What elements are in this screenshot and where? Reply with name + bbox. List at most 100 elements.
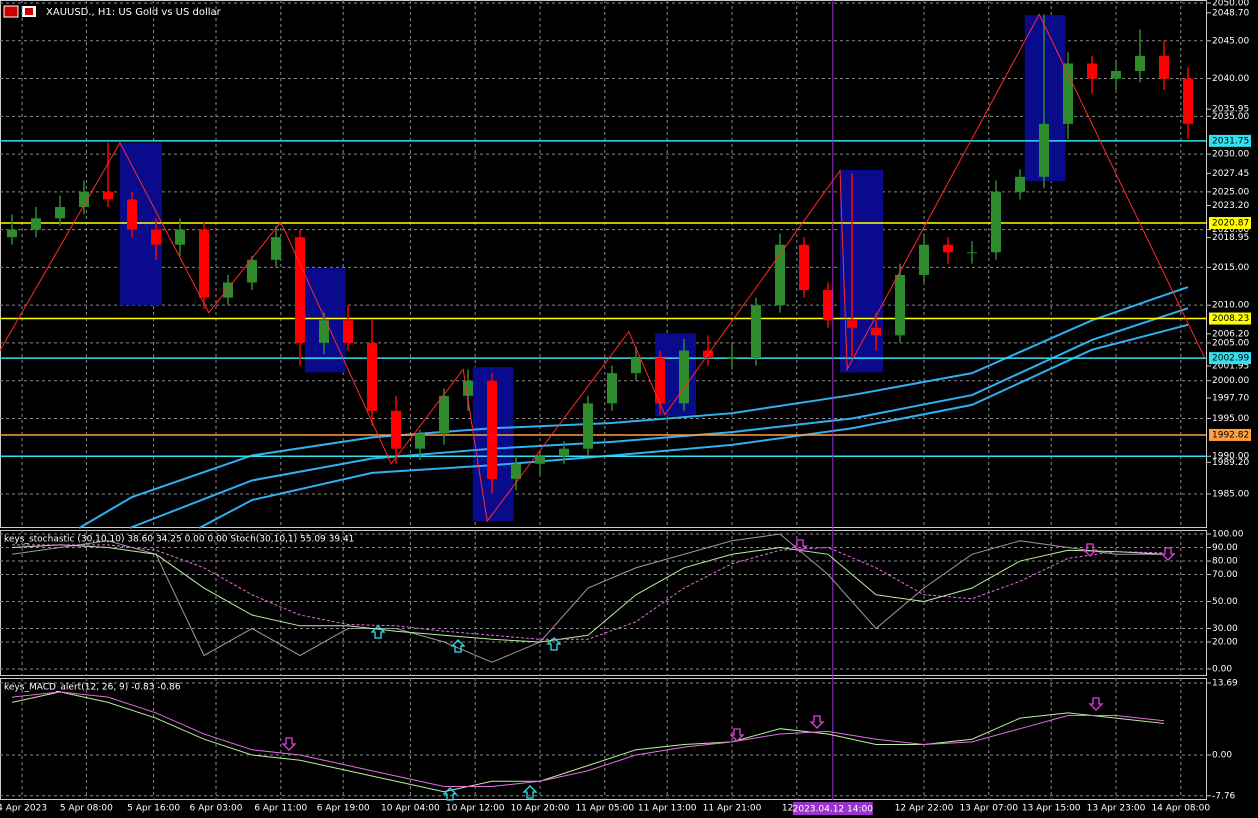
level-label: 1992.82: [1212, 430, 1249, 440]
candle-body: [1087, 63, 1097, 79]
x-tick-label: 11 Apr 21:00: [703, 804, 762, 814]
y-tick-label: 50.00: [1212, 597, 1238, 607]
candle-body: [1015, 176, 1025, 192]
y-tick-label: 70.00: [1212, 570, 1238, 580]
zigzag: [0, 13, 1206, 523]
buy-arrow: [522, 785, 538, 799]
candle-body: [295, 237, 305, 343]
sell-arrow: [281, 737, 297, 751]
candle-body: [31, 218, 41, 230]
x-tick-label: 6 Apr 11:00: [254, 804, 307, 814]
candle-body: [799, 244, 809, 291]
buy-arrow: [450, 639, 466, 653]
x-tick-label: 4 Apr 2023: [0, 804, 47, 814]
y-tick-label: 2006.20: [1212, 329, 1249, 339]
candle-body: [199, 229, 209, 298]
sell-arrow: [809, 715, 825, 729]
candle-body: [7, 229, 17, 238]
moving-average: [198, 323, 1189, 529]
y-tick-label: 2000.00: [1212, 376, 1249, 386]
candle-body: [511, 463, 521, 479]
candle-body: [1183, 78, 1193, 124]
buy-arrow: [546, 637, 562, 651]
x-tick-label: 5 Apr 16:00: [127, 804, 180, 814]
panel-title: keys_stochastic (30,10,10) 38.60 34.25 0…: [4, 535, 354, 545]
buy-arrow: [442, 787, 458, 801]
candle-body: [847, 320, 857, 328]
candle-body: [1063, 63, 1073, 124]
candle-body: [55, 206, 65, 219]
x-tick-label: 13 Apr 07:00: [959, 804, 1018, 814]
candle-body: [895, 274, 905, 336]
candle-body: [463, 380, 473, 396]
y-tick-label: 2005.00: [1212, 338, 1249, 348]
candle-body: [631, 358, 641, 374]
indicator-line: [12, 544, 1165, 640]
sell-arrow: [729, 728, 745, 742]
y-tick-label: 2023.20: [1212, 201, 1249, 211]
level-box: [1209, 134, 1251, 147]
y-tick-label: 2025.00: [1212, 187, 1249, 197]
y-tick-label: 2050.00: [1212, 0, 1249, 9]
x-tick-label: 10 Apr 20:00: [511, 804, 570, 814]
x-tick-label: 13 Apr 15:00: [1022, 804, 1081, 814]
candle-body: [103, 191, 113, 200]
panel-frame: [0, 678, 1207, 800]
indicator-line: [11, 544, 1165, 643]
candle-body: [487, 380, 497, 479]
level-label: 2031.75: [1212, 136, 1249, 146]
candle-body: [871, 327, 881, 336]
candle-body: [1039, 123, 1049, 177]
sell-arrow: [1160, 547, 1176, 561]
crosshair-box: [792, 802, 873, 815]
candle-body: [1159, 55, 1169, 79]
candle-body: [775, 244, 785, 306]
candle-body: [655, 358, 665, 404]
symbol-icons: [3, 5, 36, 18]
candle-body: [247, 259, 257, 283]
moving-average: [78, 286, 1189, 529]
indicator-line: [11, 691, 1165, 793]
candle-body: [271, 237, 281, 260]
y-tick-label: 13.69: [1212, 678, 1238, 688]
candle-body: [919, 244, 929, 275]
y-tick-label: 0.00: [1212, 750, 1232, 760]
candle-body: [991, 191, 1001, 253]
x-tick-label: 11 Apr 05:00: [575, 804, 634, 814]
y-tick-label: 2027.45: [1212, 169, 1249, 179]
y-tick-label: 80.00: [1212, 557, 1238, 567]
y-tick-label: 2010.00: [1212, 301, 1249, 311]
candle-body: [559, 448, 569, 457]
symbol-title: XAUUSD., H1: US Gold vs US dollar: [46, 7, 222, 18]
candle-body: [943, 244, 953, 253]
y-tick-label: 2030.00: [1212, 150, 1249, 160]
x-tick-label: 14 Apr 08:00: [1151, 804, 1210, 814]
y-tick-label: 2020.00: [1212, 225, 1249, 235]
y-tick-label: 2018.95: [1212, 233, 1249, 243]
x-tick-label: 10 Apr 12:00: [446, 804, 505, 814]
candle-body: [823, 290, 833, 321]
level-label: 2008.23: [1212, 314, 1249, 324]
candle-body: [439, 395, 449, 434]
y-tick-label: 2001.95: [1212, 361, 1249, 371]
candle-body: [727, 358, 737, 360]
y-tick-label: 2040.00: [1212, 74, 1249, 84]
y-tick-label: 1995.00: [1212, 414, 1249, 424]
candle-body: [319, 320, 329, 343]
candle-body: [1135, 55, 1145, 72]
indicator-line: [11, 691, 1165, 788]
x-tick-label: 6 Apr 19:00: [317, 804, 370, 814]
y-tick-label: 1997.70: [1212, 394, 1249, 404]
x-tick-label: 13 Apr 23:00: [1087, 804, 1146, 814]
y-tick-label: 2015.00: [1212, 263, 1249, 273]
y-tick-label: 2035.95: [1212, 105, 1249, 115]
candle-body: [151, 229, 161, 245]
crosshair-label: 2023.04.12 14:00: [793, 805, 874, 815]
candle-body: [607, 373, 617, 404]
candle-body: [391, 410, 401, 449]
y-tick-label: 2045.00: [1212, 36, 1249, 46]
y-tick-label: 30.00: [1212, 624, 1238, 634]
moving-average: [129, 307, 1189, 529]
